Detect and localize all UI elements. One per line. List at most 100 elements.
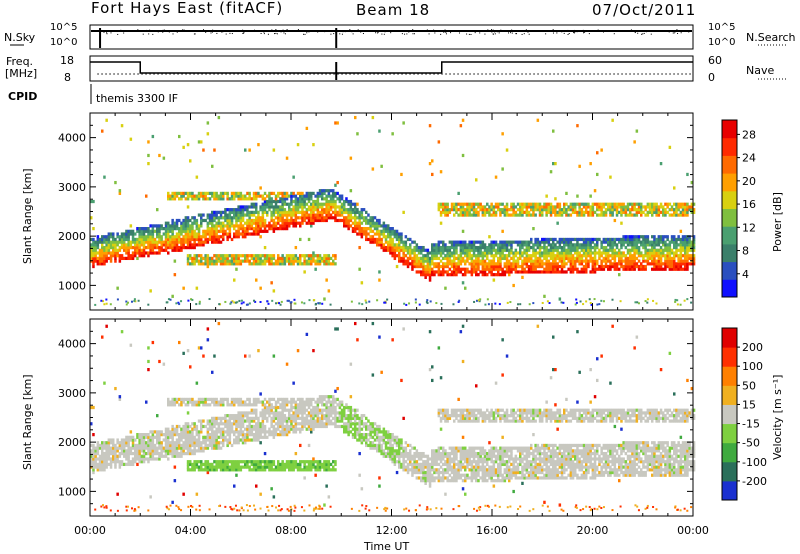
nsky-point — [437, 30, 439, 32]
power-cell — [497, 262, 500, 266]
power-cell — [233, 194, 236, 198]
velocity-cell — [213, 465, 216, 469]
nsky-point — [222, 31, 224, 33]
power-cell — [175, 221, 179, 225]
power-cell — [681, 205, 685, 209]
velocity-cell — [224, 430, 227, 434]
power-cell — [184, 197, 188, 201]
power-cell — [640, 205, 643, 209]
power-cell — [167, 245, 170, 250]
power-cell — [690, 202, 694, 206]
power-cell — [453, 270, 456, 274]
power-cell — [178, 134, 181, 139]
power-cell — [534, 243, 537, 247]
power-cell — [459, 243, 463, 247]
power-cell — [677, 235, 680, 239]
nsky-point — [286, 29, 288, 31]
power-speckle — [125, 303, 128, 306]
velocity-cell — [114, 457, 117, 461]
power-cell — [239, 259, 243, 263]
power-cell — [147, 235, 150, 239]
power-cell — [569, 267, 573, 271]
velocity-cell — [215, 419, 218, 423]
power-cell — [127, 237, 130, 242]
velocity-cell — [219, 462, 223, 467]
power-cell — [175, 245, 179, 250]
velocity-cell — [158, 454, 161, 458]
power-cell — [233, 232, 236, 236]
power-cell — [305, 197, 309, 201]
power-cell — [138, 251, 141, 255]
power-cell — [490, 208, 493, 212]
nsky-point — [303, 33, 305, 35]
velocity-cell — [142, 446, 146, 450]
power-cell — [633, 202, 636, 206]
power-cell — [356, 227, 359, 231]
nsky-point — [484, 30, 486, 32]
nsky-point — [242, 32, 244, 34]
power-cell — [626, 235, 630, 239]
power-cell — [244, 205, 247, 209]
velocity-cell — [193, 462, 196, 467]
power-cell — [637, 251, 641, 255]
power-cell — [613, 254, 617, 258]
power-cell — [538, 210, 542, 214]
power-cell — [138, 227, 141, 231]
velocity-cell — [105, 324, 108, 328]
power-cell — [257, 210, 260, 214]
velocity-cell — [235, 419, 238, 423]
power-cell — [186, 205, 190, 209]
power-cell — [173, 194, 177, 198]
power-cell — [422, 254, 425, 258]
velocity-cell — [96, 443, 100, 448]
power-cell — [679, 256, 683, 261]
power-cell — [481, 240, 485, 244]
power-cell — [301, 208, 304, 212]
power-cell — [633, 264, 636, 269]
power-cell — [558, 264, 562, 269]
power-cell — [494, 251, 498, 255]
power-cell — [149, 235, 152, 239]
power-cell — [173, 243, 177, 247]
power-cell — [259, 216, 262, 220]
velocity-cell — [215, 465, 218, 469]
power-cell — [563, 262, 566, 266]
power-cell — [270, 281, 273, 285]
y-tick-label: 3000 — [58, 181, 86, 194]
velocity-cell — [129, 449, 133, 453]
power-cell — [428, 162, 432, 166]
power-cell — [215, 240, 218, 244]
nsky-point — [377, 31, 379, 33]
velocity-cell — [217, 462, 221, 467]
power-cell — [398, 245, 401, 250]
power-cell — [626, 262, 630, 266]
power-cell — [323, 210, 326, 214]
power-cell — [558, 254, 562, 258]
power-cell — [534, 270, 537, 274]
nsky-point — [262, 30, 264, 32]
power-cell — [464, 210, 467, 214]
power-cell — [479, 262, 482, 266]
power-cell — [312, 221, 315, 225]
power-cell — [611, 205, 614, 209]
nsky-point — [243, 32, 245, 34]
power-cell — [318, 191, 322, 196]
power-cell — [354, 221, 357, 225]
velocity-cell — [107, 449, 111, 453]
power-cell — [637, 235, 641, 239]
nsky-point — [231, 29, 233, 31]
power-cell — [321, 213, 324, 217]
velocity-cell — [173, 433, 177, 437]
velocity-cell — [217, 400, 221, 404]
power-cell — [409, 237, 412, 242]
power-cell — [175, 240, 179, 244]
power-cell — [167, 221, 170, 225]
power-cell — [389, 240, 392, 244]
power-cell — [565, 191, 568, 196]
velocity-cell — [184, 443, 188, 448]
power-cell — [578, 251, 581, 255]
velocity-cell — [219, 416, 223, 420]
power-cell — [127, 235, 130, 239]
power-cell — [321, 191, 324, 196]
power-cell — [536, 118, 540, 122]
